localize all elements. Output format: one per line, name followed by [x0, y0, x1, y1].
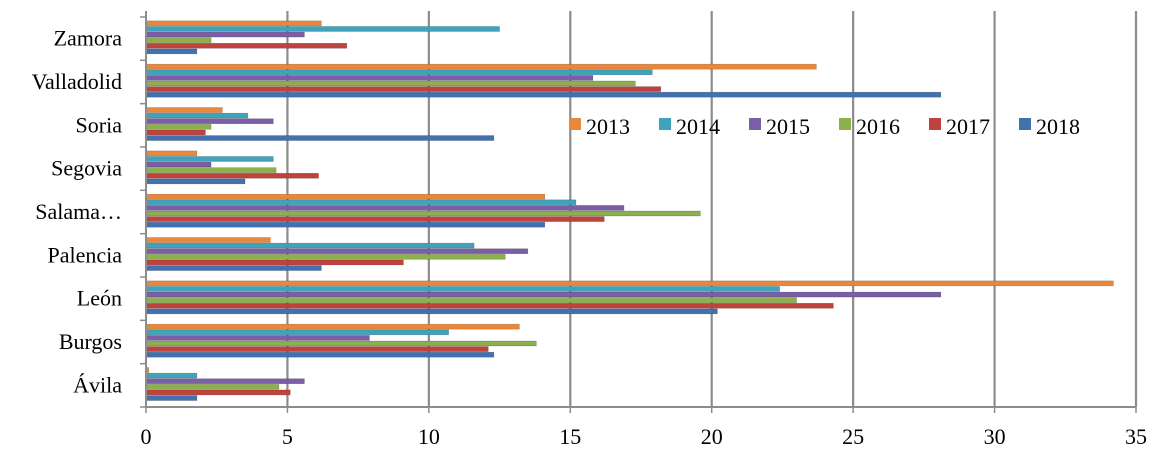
bar-Soria-2015	[145, 118, 274, 125]
bar-León-2014	[145, 286, 780, 292]
bar-Burgos-2017	[145, 346, 489, 352]
y-tick-labels: Ávila Burgos León Palencia Salama… Segovia Sor…	[32, 26, 123, 398]
bar-Zamora-2017	[145, 42, 348, 49]
bar-Valladolid-2016	[145, 80, 636, 87]
bar-Segovia-2016	[145, 167, 277, 173]
bar-León-2017	[145, 302, 834, 309]
bar-Salama…-2016	[145, 210, 701, 217]
bar-Segovia-2014	[145, 156, 274, 162]
legend-label-2016: 2016	[856, 114, 900, 139]
bar-Palencia-2016	[145, 254, 506, 260]
bar-Burgos-2013	[145, 323, 520, 330]
bar-Segovia-2017	[145, 172, 319, 179]
bar-Valladolid-2015	[145, 75, 594, 81]
y-tick-label-7: Valladolid	[32, 69, 122, 94]
bar-León-2018	[145, 308, 718, 315]
bar-Ávila-2014	[145, 372, 198, 379]
y-tick-label-6: Soria	[76, 112, 123, 137]
y-tick-label-0: Ávila	[73, 372, 122, 397]
bar-Salama…-2018	[145, 221, 546, 228]
bar-Burgos-2014	[145, 329, 449, 336]
legend-swatch-2014	[659, 118, 671, 130]
bar-Salama…-2017	[145, 216, 605, 222]
bar-Soria-2014	[145, 112, 249, 119]
bar-Palencia-2015	[145, 248, 529, 255]
bar-Zamora-2013	[145, 20, 322, 27]
bar-Zamora-2016	[145, 37, 212, 43]
bar-Valladolid-2017	[145, 86, 662, 92]
y-tick-label-3: Palencia	[47, 242, 122, 267]
x-tick-label-30: 30	[984, 424, 1006, 449]
bar-Soria-2018	[145, 135, 495, 141]
x-tick-label-15: 15	[559, 424, 581, 449]
legend-swatch-2018	[1019, 118, 1031, 130]
bar-Segovia-2018	[145, 178, 246, 185]
y-tick-label-1: Burgos	[59, 329, 122, 354]
legend-label-2017: 2017	[946, 114, 990, 139]
legend-swatch-2017	[929, 118, 941, 130]
legend: 2013 2014 2015 2016 2017 2018	[569, 114, 1080, 139]
x-tick-label-10: 10	[418, 424, 440, 449]
bar-Palencia-2017	[145, 259, 404, 266]
legend-swatch-2015	[749, 118, 761, 130]
bar-Soria-2017	[145, 129, 206, 136]
y-tick-label-4: Salama…	[35, 199, 122, 224]
bar-Soria-2016	[145, 124, 212, 130]
bar-Valladolid-2014	[145, 69, 653, 76]
legend-label-2014: 2014	[676, 114, 720, 139]
bar-Burgos-2018	[145, 351, 495, 358]
y-tick-label-2: León	[77, 286, 122, 311]
bar-Valladolid-2018	[145, 91, 942, 98]
legend-label-2015: 2015	[766, 114, 810, 139]
bar-Zamora-2015	[145, 31, 305, 38]
bar-Ávila-2017	[145, 389, 291, 396]
bar-Soria-2013	[145, 107, 223, 113]
x-tick-label-20: 20	[701, 424, 723, 449]
x-tick-labels: 0 5 10 15 20 25 30 35	[141, 424, 1148, 449]
bar-León-2016	[145, 297, 797, 303]
bar-Zamora-2018	[145, 48, 198, 55]
x-tick-label-35: 35	[1125, 424, 1147, 449]
x-tick-label-5: 5	[282, 424, 293, 449]
bar-Burgos-2016	[145, 340, 537, 347]
x-tick-label-25: 25	[842, 424, 864, 449]
legend-label-2013: 2013	[586, 114, 630, 139]
legend-label-2018: 2018	[1036, 114, 1080, 139]
legend-swatch-2016	[839, 118, 851, 130]
axes	[140, 11, 1137, 413]
bar-Salama…-2013	[145, 193, 546, 200]
bar-Ávila-2015	[145, 378, 305, 385]
bar-Zamora-2014	[145, 26, 500, 32]
y-tick-label-8: Zamora	[54, 26, 123, 51]
x-tick-label-0: 0	[141, 424, 152, 449]
legend-swatch-2013	[569, 118, 581, 130]
y-tick-label-5: Segovia	[51, 156, 122, 181]
bar-Palencia-2013	[145, 237, 271, 243]
bar-Burgos-2015	[145, 335, 370, 341]
bar-Salama…-2014	[145, 199, 577, 206]
bar-Valladolid-2013	[145, 63, 817, 70]
bar-Ávila-2016	[145, 384, 280, 390]
bar-León-2013	[145, 280, 1114, 287]
bar-Segovia-2013	[145, 150, 198, 157]
bars	[145, 20, 1114, 401]
bar-Palencia-2014	[145, 242, 475, 249]
bar-Salama…-2015	[145, 205, 625, 211]
bar-León-2015	[145, 291, 942, 298]
bar-Segovia-2015	[145, 161, 212, 168]
bar-Ávila-2018	[145, 395, 198, 401]
bar-Palencia-2018	[145, 265, 322, 271]
